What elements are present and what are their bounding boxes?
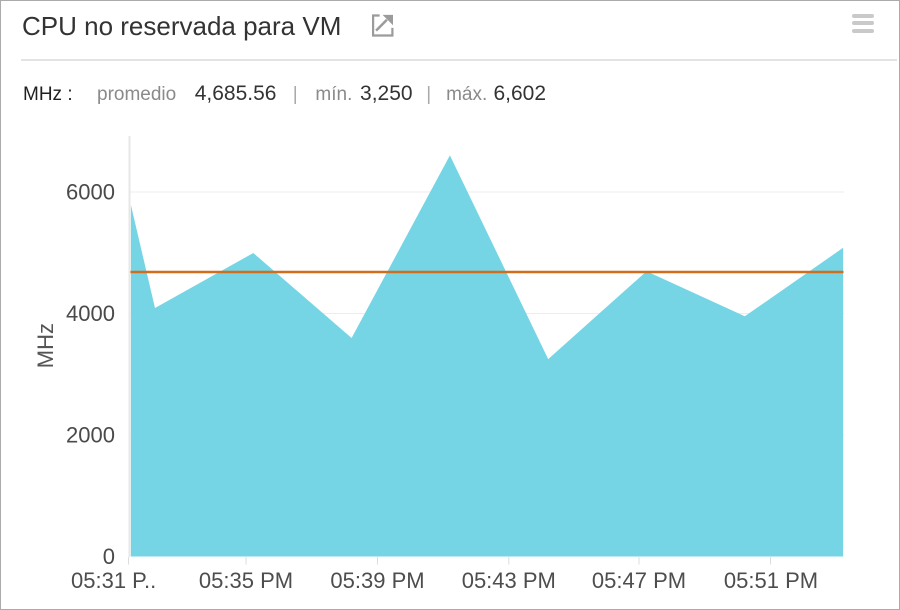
svg-text:05:31 P..: 05:31 P.. — [71, 568, 156, 593]
svg-text:05:39 PM: 05:39 PM — [330, 568, 424, 593]
svg-text:2000: 2000 — [66, 423, 115, 448]
svg-text:4000: 4000 — [66, 301, 115, 326]
svg-text:MHz: MHz — [33, 323, 58, 368]
svg-text:05:43 PM: 05:43 PM — [462, 568, 556, 593]
svg-text:05:35 PM: 05:35 PM — [199, 568, 293, 593]
svg-text:6000: 6000 — [66, 180, 115, 205]
svg-text:05:51 PM: 05:51 PM — [724, 568, 818, 593]
svg-text:05:47 PM: 05:47 PM — [592, 568, 686, 593]
svg-text:0: 0 — [103, 544, 115, 569]
